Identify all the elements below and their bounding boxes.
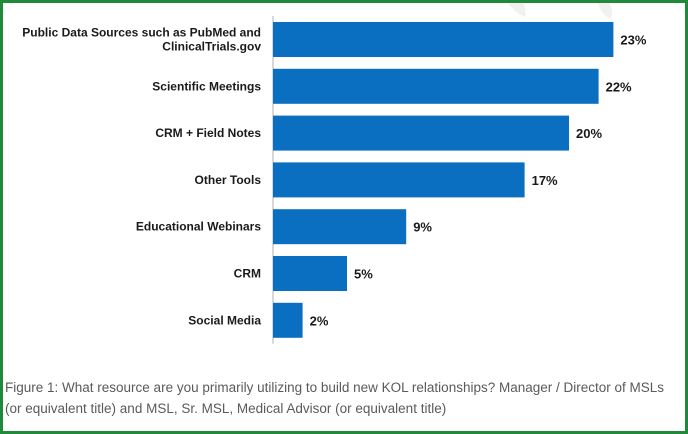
category-label: Educational Webinars — [136, 220, 261, 234]
category-label: Other Tools — [195, 173, 262, 187]
category-label-line: CRM + Field Notes — [155, 126, 261, 140]
bar-chart: 23% Public Data Sources such as PubMed an… — [22, 3, 647, 344]
category-label: Public Data Sources such as PubMed and Cl… — [22, 26, 261, 54]
category-label-line: ClinicalTrials.gov — [162, 40, 261, 54]
data-label: 23% — [620, 33, 646, 48]
category-label-line: Public Data Sources such as PubMed and — [22, 26, 261, 40]
category-label: CRM + Field Notes — [155, 126, 261, 140]
category-label-line: Social Media — [188, 313, 261, 327]
data-label: 9% — [413, 220, 432, 235]
decorative-leaf-shape — [508, 3, 526, 17]
category-label: Scientific Meetings — [152, 79, 261, 93]
data-label: 22% — [606, 79, 632, 94]
data-label: 2% — [310, 313, 329, 328]
bar — [273, 302, 303, 338]
bar — [273, 209, 407, 245]
decorative-leaf-shape — [598, 3, 613, 19]
category-label-line: Educational Webinars — [136, 220, 261, 234]
category-label-line: CRM — [234, 267, 261, 281]
bar-series: 23% Public Data Sources such as PubMed an… — [22, 22, 647, 338]
bar — [273, 256, 347, 291]
data-label: 17% — [532, 173, 558, 188]
figure-caption: Figure 1: What resource are you primaril… — [5, 380, 665, 416]
category-label: CRM — [234, 267, 261, 281]
data-label: 20% — [576, 126, 602, 141]
data-label: 5% — [354, 267, 373, 282]
bar — [273, 22, 614, 57]
bar — [273, 162, 525, 198]
category-label-line: Other Tools — [195, 173, 262, 187]
category-label: Social Media — [188, 313, 261, 327]
bar — [273, 115, 569, 151]
category-label-line: Scientific Meetings — [152, 79, 261, 93]
bar — [273, 68, 599, 104]
